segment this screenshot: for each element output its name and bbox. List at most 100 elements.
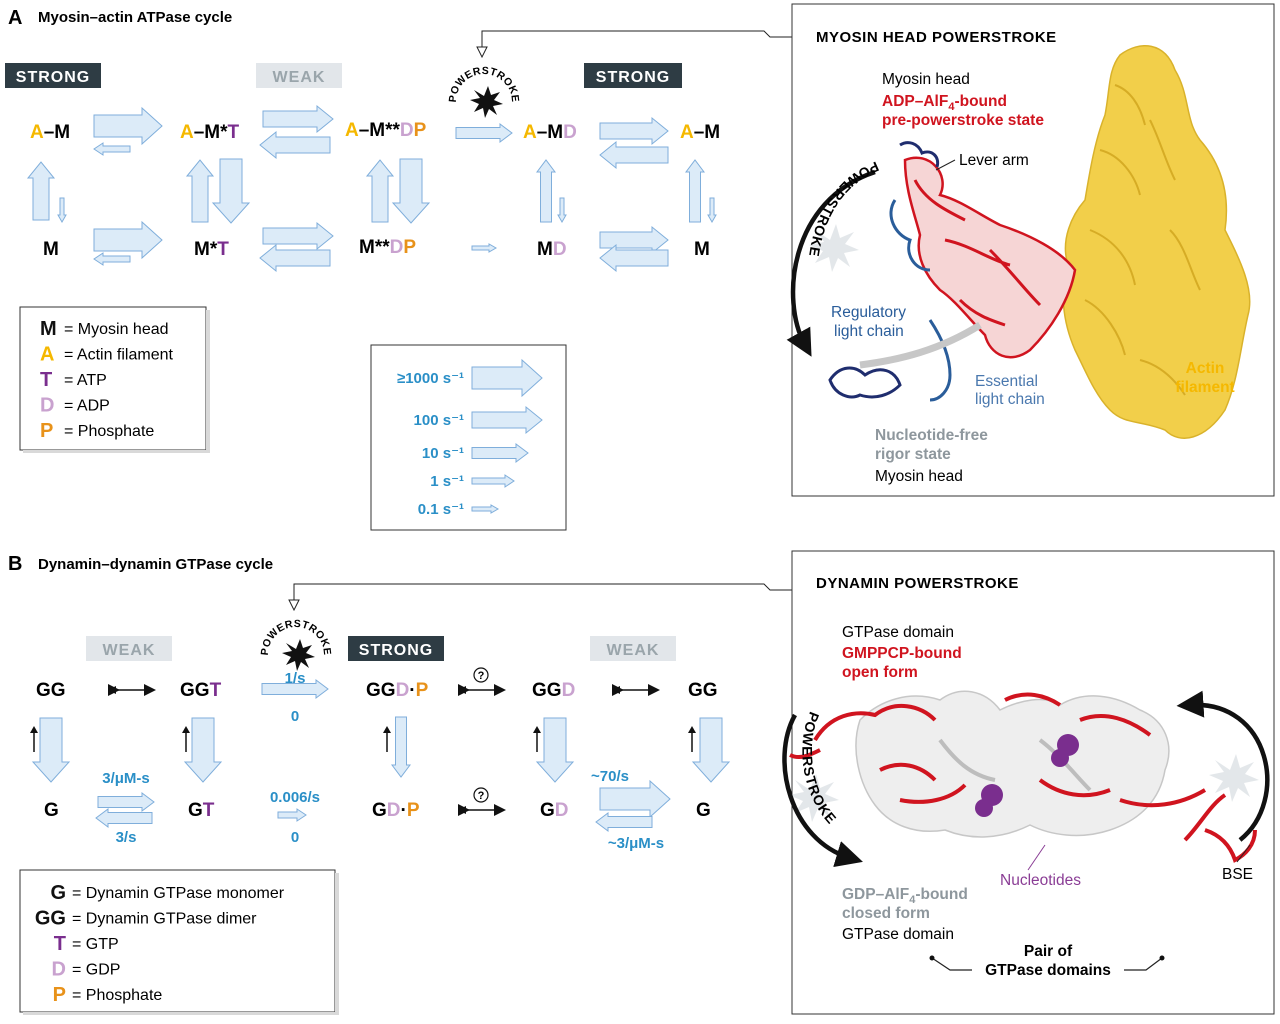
svg-text:STRONG: STRONG bbox=[596, 69, 670, 86]
state-weak: WEAK bbox=[256, 63, 342, 88]
species-amt: A–M*T bbox=[180, 122, 240, 143]
open-form-label-1: GMPPCP-bound bbox=[842, 645, 962, 662]
legend-b-text: = GTP bbox=[72, 936, 119, 953]
arrow-m2-to-am2 bbox=[685, 159, 705, 223]
state-strong-1: STRONG bbox=[5, 63, 101, 88]
connector-a bbox=[482, 30, 792, 52]
rate-gd-off: ~70/s bbox=[591, 768, 629, 785]
legend-a-key: D bbox=[40, 395, 54, 417]
kinetic-arrows-b bbox=[30, 679, 731, 832]
species-gdp: GD·P bbox=[372, 800, 420, 821]
bse-label: BSE bbox=[1222, 866, 1253, 883]
arrow-amt-to-amdp bbox=[262, 104, 334, 134]
arrow-amt-to-mt bbox=[211, 158, 251, 224]
rate-ggt-forward: 1/s bbox=[285, 670, 306, 687]
rate-g-on: 3/μM-s bbox=[102, 770, 150, 787]
species-m: M bbox=[43, 239, 59, 260]
lever-arm-label: Lever arm bbox=[959, 152, 1029, 169]
arrow-mdp-to-md bbox=[471, 243, 498, 253]
panel-b-title: Dynamin–dynamin GTPase cycle bbox=[38, 556, 273, 573]
arrow-ggdp-to-gdp bbox=[391, 716, 411, 778]
open-form-label-2: open form bbox=[842, 664, 918, 681]
species-gg-2: GG bbox=[688, 680, 718, 701]
legend-b-key: GG bbox=[35, 908, 66, 930]
species-amdp: A–M**DP bbox=[345, 120, 427, 141]
arrow-amdp-to-mdp bbox=[391, 158, 431, 224]
essential-light-chain-label-1: Essential bbox=[975, 373, 1038, 390]
arrow-mdp-to-mt bbox=[259, 243, 331, 273]
myosin-ribbon-structure bbox=[828, 141, 1077, 402]
regulatory-light-chain-label-2: light chain bbox=[834, 323, 904, 340]
legend-b-text: = GDP bbox=[72, 962, 120, 979]
closed-form-label-2: closed form bbox=[842, 905, 930, 922]
arrow-m-to-am bbox=[26, 161, 56, 221]
legend-b-key: P bbox=[53, 984, 66, 1006]
panel-b-letter: B bbox=[8, 553, 22, 575]
arrow-mt-to-m bbox=[93, 252, 131, 266]
gtpase-domain-bottom-label: GTPase domain bbox=[842, 926, 954, 943]
arrow-am2-to-m2 bbox=[707, 197, 717, 224]
state-weak-b2: WEAK bbox=[590, 636, 676, 661]
species-m-2: M bbox=[694, 239, 710, 260]
svg-text:WEAK: WEAK bbox=[607, 642, 660, 659]
rate-legend-arrow bbox=[471, 358, 543, 398]
arrow-ggt-to-gt bbox=[183, 717, 223, 783]
svg-text:STRONG: STRONG bbox=[359, 642, 433, 659]
arrow-g-to-gt bbox=[97, 792, 155, 812]
arrow-md-to-m2 bbox=[599, 225, 669, 255]
arrow-gg2-to-g2 bbox=[691, 717, 731, 783]
species-g-2: G bbox=[696, 800, 711, 821]
rate-legend-label: 10 s⁻¹ bbox=[422, 445, 464, 462]
arrow-am-to-m bbox=[57, 197, 67, 224]
rate-ggt-reverse: 0 bbox=[291, 708, 299, 725]
legend-a bbox=[19, 306, 210, 453]
species-amd: A–MD bbox=[523, 122, 577, 143]
state-strong-b: STRONG bbox=[348, 636, 444, 661]
dynamin-ribbon-structure bbox=[789, 690, 1257, 863]
pre-powerstroke-label-1: ADP–AlF4-bound bbox=[882, 93, 1007, 113]
rate-legend-arrow bbox=[471, 504, 500, 514]
rate-legend-label: 0.1 s⁻¹ bbox=[418, 501, 464, 518]
species-gg: GG bbox=[36, 680, 66, 701]
rate-legend-arrow bbox=[471, 405, 543, 435]
svg-text:STRONG: STRONG bbox=[16, 69, 90, 86]
arrow-m-to-mt bbox=[93, 220, 163, 260]
legend-a-text: = Actin filament bbox=[64, 347, 174, 364]
panel-a-title: Myosin–actin ATPase cycle bbox=[38, 9, 232, 26]
arrow-gt-to-g bbox=[95, 808, 153, 828]
rigor-state-label-2: rigor state bbox=[875, 446, 951, 463]
pair-label-1: Pair of bbox=[1024, 943, 1073, 960]
legend-a-text: = Phosphate bbox=[64, 423, 154, 440]
legend-b-text: = Dynamin GTPase dimer bbox=[72, 911, 257, 928]
actin-filament-label-2: filament bbox=[1175, 379, 1234, 396]
species-g: G bbox=[44, 800, 59, 821]
arrow-am2-to-amd bbox=[599, 140, 669, 170]
regulatory-light-chain-label-1: Regulatory bbox=[831, 304, 906, 321]
arrow-gt-to-gdp bbox=[277, 808, 307, 822]
rate-legend-arrow bbox=[471, 443, 529, 463]
rate-legend-label: ≥1000 s⁻¹ bbox=[397, 370, 464, 387]
legend-a-key: P bbox=[40, 420, 53, 442]
pair-bracket bbox=[931, 957, 1163, 971]
closed-form-label-1: GDP–AlF4-bound bbox=[842, 886, 968, 906]
arrow-amt-to-am bbox=[93, 142, 131, 156]
arrow-m2-to-md bbox=[599, 243, 669, 273]
svg-text:WEAK: WEAK bbox=[103, 642, 156, 659]
kinetic-arrows-a bbox=[26, 104, 717, 273]
rate-g-off: 3/s bbox=[116, 829, 137, 846]
species-am-2: A–M bbox=[680, 122, 720, 143]
species-ggdp: GGD·P bbox=[366, 680, 429, 701]
species-gt: GT bbox=[188, 800, 215, 821]
arrow-mdp-to-amdp bbox=[365, 159, 395, 223]
arrow-mt-to-amt bbox=[185, 159, 215, 223]
arrow-amd-to-am2 bbox=[599, 116, 669, 146]
arrow-gd-to-g2 bbox=[599, 779, 671, 819]
arrow-gg-to-g bbox=[31, 717, 71, 783]
structure-b-title: DYNAMIN POWERSTROKE bbox=[816, 575, 1019, 592]
structure-a-title: MYOSIN HEAD POWERSTROKE bbox=[816, 29, 1057, 46]
pair-label-2: GTPase domains bbox=[985, 962, 1111, 979]
powerstroke-badge-b: POWERSTROKE bbox=[259, 618, 333, 671]
legend-b bbox=[19, 869, 339, 1015]
gtpase-domain-top-label: GTPase domain bbox=[842, 624, 954, 641]
